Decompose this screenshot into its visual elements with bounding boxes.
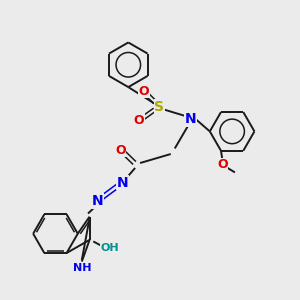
Text: NH: NH	[73, 263, 91, 273]
Text: O: O	[139, 85, 149, 98]
Text: S: S	[154, 100, 164, 114]
Text: N: N	[184, 112, 196, 126]
Text: OH: OH	[100, 243, 119, 253]
Text: N: N	[92, 194, 103, 208]
Text: O: O	[217, 158, 228, 171]
Text: O: O	[115, 143, 126, 157]
Text: O: O	[134, 114, 145, 127]
Text: N: N	[116, 176, 128, 190]
